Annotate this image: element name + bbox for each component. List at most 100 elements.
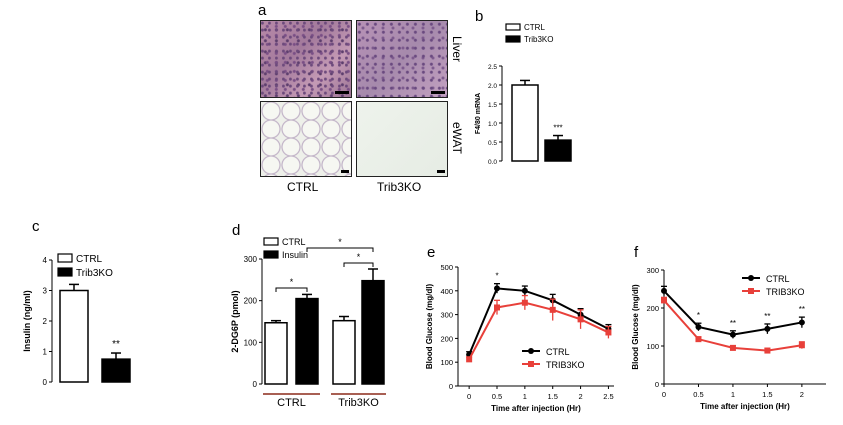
bar-ctrl [59,289,89,383]
y-tick-label: 2.5 [488,64,497,71]
significance-label: ** [730,319,736,328]
x-tick-label: 2 [800,390,804,399]
legend-label: CTRL [76,254,103,265]
y-tick-label: 3 [43,287,48,296]
x-tick-label: 0 [662,390,666,399]
legend-label: CTRL [546,347,570,357]
scale-bar [341,170,349,173]
significance-label: * [338,237,342,247]
y-tick-label: 0 [43,378,48,387]
y-tick-label: 0 [253,380,258,389]
panel-b-letter: b [475,8,484,25]
data-point [466,356,473,363]
data-point [661,287,667,294]
y-tick-label: 2 [43,317,48,326]
bar-trib3ko-ctrl [332,319,356,385]
chart-b: 0.0 0.5 1.0 1.5 2.0 2.5 F4/80 mRNA CTRL Trib3KO *… [475,23,572,166]
bar-trib3ko [101,358,131,383]
liver-ko-image [356,20,448,98]
x-tick-label: 0.5 [492,392,502,401]
x-tick-label: 2 [578,392,582,401]
legend-swatch [505,23,521,31]
x-tick-label: 1.5 [547,392,557,401]
y-tick-label: 300 [646,266,659,275]
col-label-ctrl: CTRL [287,180,319,194]
y-tick-label: 1.0 [488,121,497,128]
y-tick-label: 300 [244,255,258,264]
data-point [521,299,528,306]
legend-label: CTRL [282,237,306,247]
bar-ctrl-insulin [295,297,319,385]
series-line-trib3ko [468,301,609,360]
significance-label: *** [553,124,562,133]
significance-label: * [357,252,361,262]
legend-label: CTRL [766,274,790,284]
legend-label: CTRL [524,23,545,32]
significance-label: ** [112,339,120,350]
y-tick-label: 1 [43,348,48,357]
significance-label: * [290,277,294,287]
y-axis-label: Blood Glucose (mg/dl) [425,284,434,370]
y-tick-label: 0 [449,382,453,391]
legend-label: Trib3KO [76,268,113,279]
legend-marker [748,288,754,294]
bar-trib3ko [544,139,572,162]
y-tick-label: 200 [244,297,258,306]
bar-ctrl-ctrl [264,322,288,385]
chart-e: 0 100 200 300 400 500 0 0.5 1 1.5 2 2.5 Time after i… [425,263,614,413]
x-axis-label: Time after injection (Hr) [491,404,581,413]
bar-ctrl [511,84,539,162]
scale-bar [431,91,445,94]
series-line-ctrl [663,290,803,336]
data-point [494,304,500,311]
legend-swatch [263,237,279,246]
data-point [729,344,736,351]
legend-swatch [57,267,73,277]
y-tick-label: 500 [440,263,453,272]
x-axis-label: Time after injection (Hr) [700,402,790,411]
data-point [729,331,736,338]
ewat-ctrl-image [260,101,352,177]
data-point [695,324,702,330]
y-tick-label: 2.0 [488,83,497,90]
x-tick-label: 2.5 [603,392,613,401]
x-tick-label: 1 [731,390,735,399]
data-point [494,285,500,292]
legend-swatch [263,250,279,259]
x-tick-label: 0.5 [693,390,703,399]
data-point [661,297,667,304]
group-label: Trib3KO [338,397,379,407]
y-tick-label: 300 [440,311,453,320]
legend-label: TRIB3KO [546,360,585,370]
legend-marker [748,275,754,281]
legend-swatch [505,35,521,43]
panel-e-letter: e [427,244,436,261]
scale-bar [335,91,349,94]
legend-label: Insulin [282,250,308,260]
y-tick-label: 0 [655,380,659,389]
y-tick-label: 0.5 [488,140,497,147]
group-label: CTRL [277,397,306,407]
y-axis-label: Insulin (ng/ml) [22,290,32,352]
significance-label: ** [764,312,770,321]
legend-marker [528,361,534,367]
bar-trib3ko-insulin [361,279,385,385]
y-tick-label: 100 [646,342,659,351]
row-label-liver: Liver [450,36,464,63]
significance-label: * [495,272,498,281]
chart-d: 0 100 200 300 2-DG6P (pmol) CTRL Insulin CTRL Tr… [230,237,386,407]
panel-a-letter: a [258,2,267,19]
data-point [798,319,805,326]
y-tick-label: 200 [646,304,659,313]
legend-label: Trib3KO [524,35,554,44]
ewat-ko-image [356,101,448,177]
data-point [695,336,702,343]
data-point [798,342,805,349]
row-label-ewat: eWAT [450,122,464,154]
chart-c: 0 1 2 3 4 Insulin (ng/ml) CTRL Trib3KO ** [22,253,131,387]
series-line-ctrl [468,287,609,355]
data-point [764,347,771,354]
chart-f: 0 100 200 300 0 0.5 1 1.5 2 Time after injection … [631,266,826,411]
y-tick-label: 400 [440,287,453,296]
bracket-ctrl [275,287,308,292]
